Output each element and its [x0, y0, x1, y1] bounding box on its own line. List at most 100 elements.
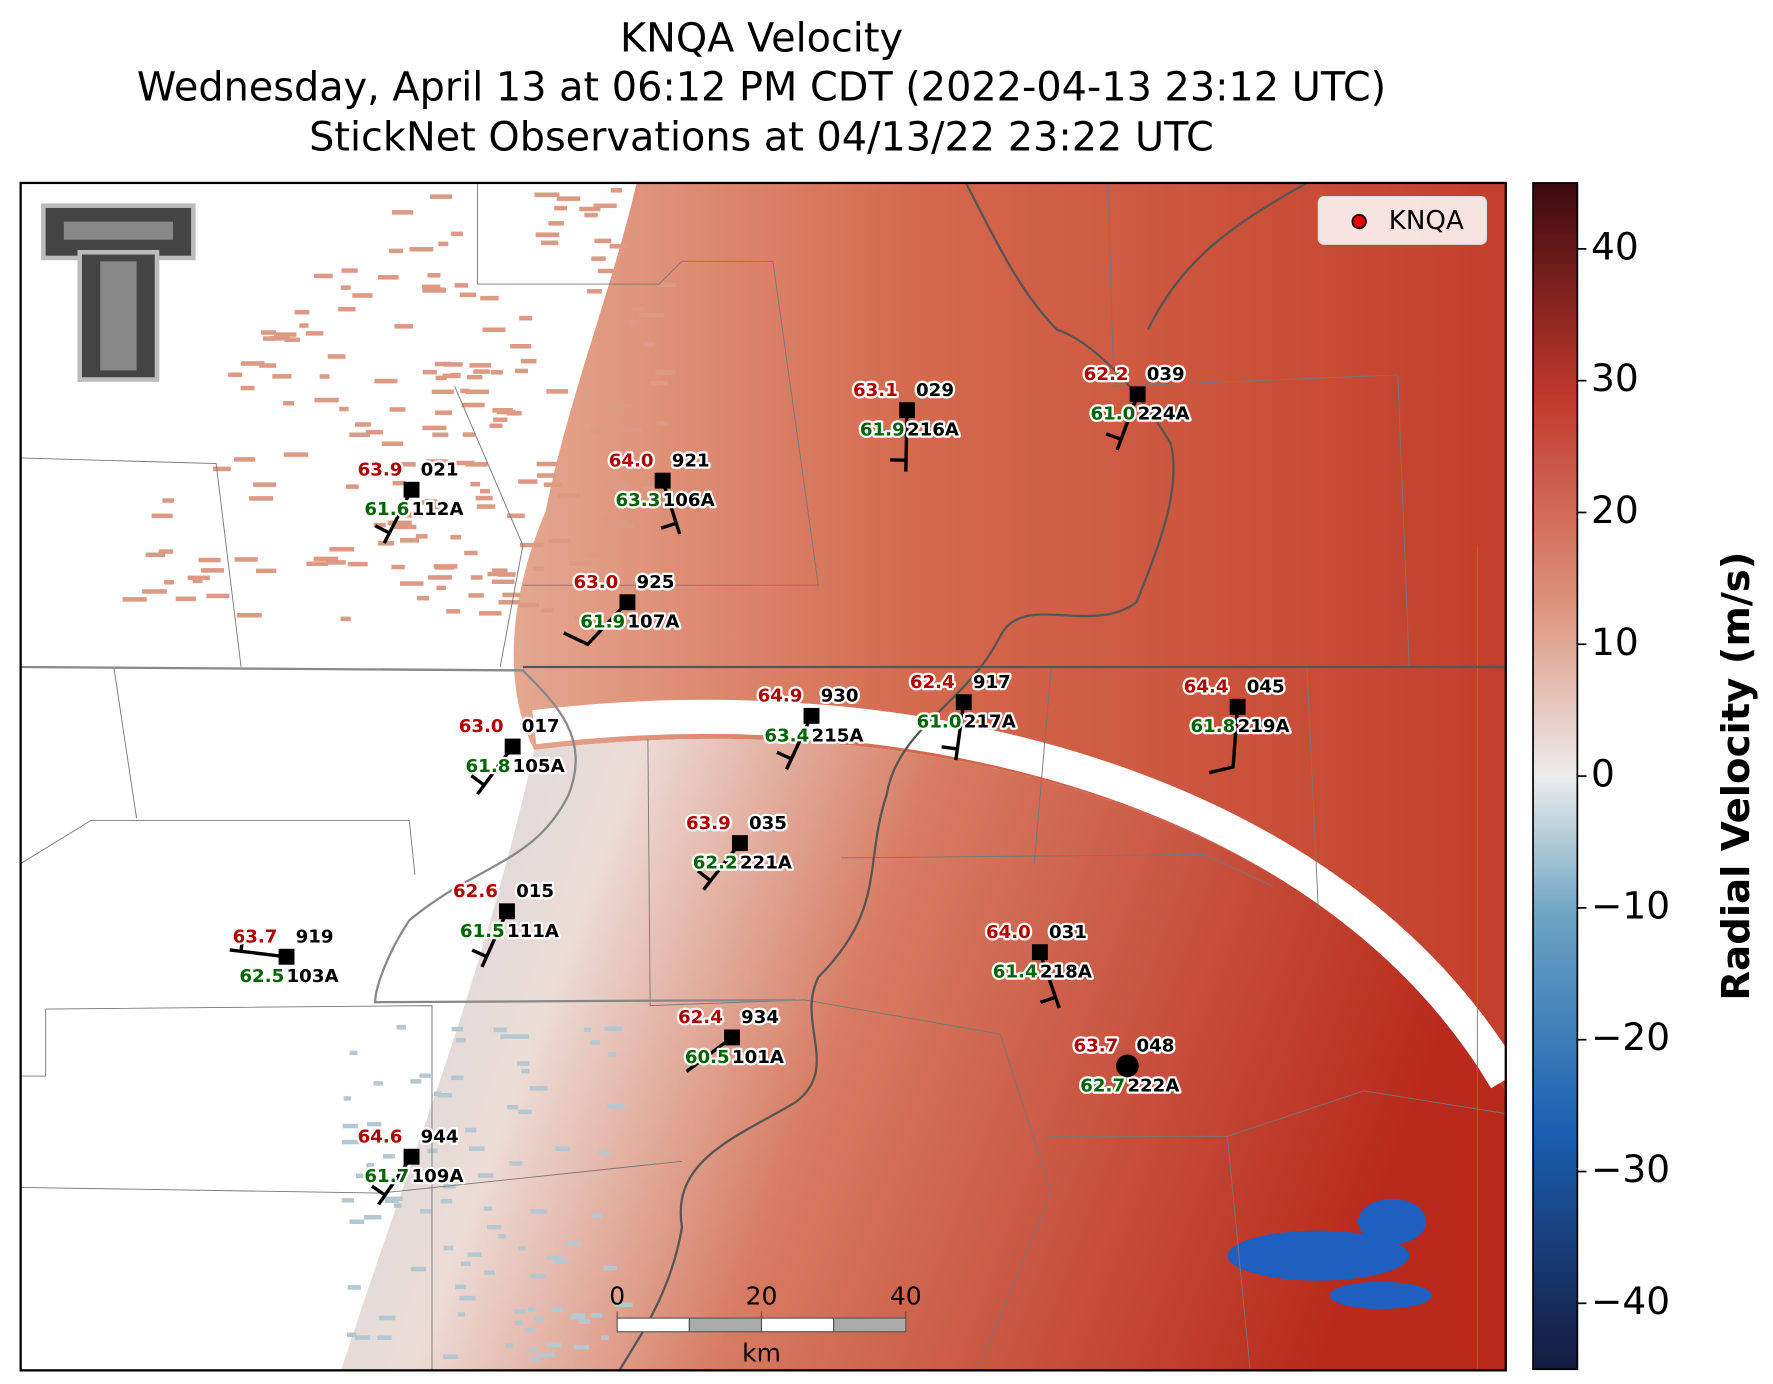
- echo-streak: [602, 516, 617, 521]
- station-number: 919: [296, 926, 334, 947]
- echo-streak: [493, 417, 508, 423]
- echo-streak: [514, 368, 529, 374]
- echo-streak: [470, 481, 481, 487]
- station-id: 111A: [507, 921, 559, 942]
- echo-streak: [398, 1024, 406, 1030]
- logo: [41, 203, 196, 382]
- echo-streak: [387, 520, 412, 526]
- echo-streak: [546, 389, 569, 394]
- colorbar: [1532, 182, 1579, 1371]
- echo-streak: [519, 315, 533, 321]
- echo-streak: [346, 1332, 357, 1338]
- echo-streak: [464, 550, 478, 556]
- county-line: [1033, 545, 1478, 1371]
- station: 64.6 944 61.7 109A: [355, 1124, 466, 1206]
- echo-streak: [228, 372, 243, 378]
- station-marker: [619, 594, 636, 611]
- station-number: 021: [421, 459, 459, 480]
- echo-streak: [548, 221, 564, 226]
- echo-streak: [487, 571, 508, 577]
- station-id: 107A: [627, 612, 679, 633]
- echo-streak: [397, 462, 416, 467]
- dewpoint: 61.5: [460, 921, 505, 942]
- echo-streak: [512, 1034, 530, 1039]
- echo-streak: [476, 504, 496, 509]
- echo-streak: [446, 609, 461, 614]
- inbound-echo: [1358, 1198, 1427, 1245]
- station: 62.4 934 60.5 101A: [676, 1005, 786, 1073]
- temperature: 63.9: [686, 813, 731, 834]
- station-marker: [504, 738, 521, 755]
- station-id: 217A: [964, 712, 1016, 733]
- station: 64.9 930 63.4 215A: [755, 683, 866, 770]
- inbound-echo: [1329, 1281, 1432, 1310]
- station: 62.4 917 61.0 217A: [908, 670, 1018, 761]
- scale-tick-label: 20: [746, 1282, 778, 1311]
- echo-streak: [466, 374, 483, 380]
- echo-streak: [604, 519, 630, 524]
- station-id: 215A: [812, 725, 864, 746]
- echo-streak: [340, 285, 351, 290]
- station-marker: [1129, 386, 1146, 403]
- echo-streak: [551, 1307, 564, 1312]
- barb-flag: [660, 521, 677, 530]
- echo-streak: [493, 1027, 507, 1033]
- echo-streak: [433, 1091, 442, 1097]
- echo-streak: [609, 403, 633, 409]
- echo-streak: [558, 493, 580, 498]
- echo-streak: [462, 432, 476, 437]
- echo-streak: [451, 1026, 463, 1032]
- echo-streak: [434, 361, 452, 367]
- echo-streak: [516, 1061, 530, 1066]
- echo-streak: [470, 575, 483, 580]
- echo-streak: [269, 336, 290, 341]
- echo-streak: [347, 1285, 361, 1290]
- station-number: 917: [973, 672, 1011, 693]
- echo-streak: [234, 457, 256, 462]
- echo-streak: [498, 1233, 506, 1239]
- station: 62.2 039 61.0 224A: [1081, 362, 1192, 451]
- echo-streak: [514, 1320, 523, 1326]
- station-id: 221A: [740, 853, 792, 874]
- temperature: 64.6: [358, 1126, 403, 1147]
- echo-streak: [554, 205, 567, 211]
- echo-streak: [349, 432, 370, 438]
- echo-streak: [427, 1148, 438, 1154]
- echo-streak: [465, 462, 488, 467]
- county-line: [1107, 182, 1410, 668]
- radar-gap-ring: [532, 699, 1506, 1089]
- echo-streak: [460, 1261, 471, 1267]
- echo-streak: [457, 1312, 466, 1317]
- station-marker: [654, 472, 671, 489]
- echo-streak: [570, 1314, 585, 1320]
- station-marker: [403, 481, 420, 498]
- echo-streak: [437, 1092, 452, 1098]
- wind-barb: [954, 701, 966, 761]
- dewpoint: 60.5: [685, 1047, 730, 1068]
- echo-streak: [355, 1335, 371, 1340]
- wind-barb: [480, 910, 509, 968]
- echo-streak: [198, 557, 221, 563]
- echo-streak: [158, 549, 174, 554]
- echo-streak: [319, 374, 330, 379]
- scale-segment: [616, 1317, 690, 1333]
- echo-streak: [536, 461, 558, 467]
- temperature: 63.7: [1073, 1036, 1118, 1057]
- echo-streak: [434, 410, 453, 415]
- echo-streak: [482, 327, 506, 333]
- dewpoint: 62.2: [693, 853, 738, 874]
- echo-streak: [569, 561, 592, 566]
- station-id: 103A: [287, 966, 339, 987]
- echo-streak: [343, 1096, 351, 1101]
- county-line: [647, 738, 1052, 1371]
- echo-streak: [365, 429, 383, 435]
- temperature: 64.9: [758, 686, 803, 707]
- echo-streak: [427, 575, 453, 580]
- echo-streak: [340, 616, 351, 622]
- temperature: 64.0: [986, 922, 1031, 943]
- echo-streak: [477, 1173, 494, 1178]
- dewpoint: 61.8: [1190, 716, 1235, 737]
- station-marker: [278, 948, 295, 965]
- echo-streak: [500, 1034, 514, 1039]
- echo-streak: [283, 452, 309, 457]
